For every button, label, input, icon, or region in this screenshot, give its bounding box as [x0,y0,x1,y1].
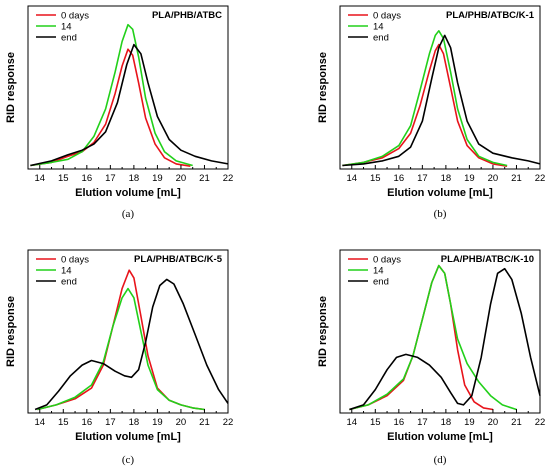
x-tick-label: 22 [535,173,546,184]
legend-label: end [373,33,389,44]
x-tick-label: 14 [34,173,45,184]
series-line-2-2 [34,278,229,411]
legend-label: 0 days [61,255,89,266]
series-line-3-0 [349,264,494,411]
y-axis-label: RID response [5,296,17,367]
legend-label: 0 days [373,255,401,266]
x-tick-label: 22 [223,173,234,184]
plot-frame [27,5,229,170]
x-tick-label: 22 [535,417,546,428]
series-line-1-2 [342,34,541,167]
x-tick-label: 16 [82,173,93,184]
series-line-2-1 [37,287,205,411]
x-tick-label: 17 [417,417,428,428]
legend-label: end [61,277,77,288]
x-tick-label: 14 [346,173,357,184]
panel-caption: (d) [434,454,447,466]
x-tick-label: 15 [58,173,69,184]
y-axis-label: RID response [317,52,329,123]
chart-title: PLA/PHB/ATBC/K-10 [441,254,534,265]
series-line-0-0 [30,48,191,167]
chart-title: PLA/PHB/ATBC/K-1 [446,10,535,21]
legend-label: end [373,277,389,288]
x-tick-label: 22 [223,417,234,428]
y-axis-label: RID response [317,296,329,367]
x-tick-label: 15 [58,417,69,428]
legend-label: 14 [373,266,384,277]
x-axis-label: Elution volume [mL] [75,431,181,443]
plot-frame [339,249,541,414]
x-tick-label: 16 [82,417,93,428]
x-axis-label: Elution volume [mL] [387,187,493,199]
chart-panel-3: 14 15 16 17 18 19 20 21 22 Elution volume [mL] RID… [317,249,546,466]
x-tick-label: 20 [176,417,187,428]
x-tick-label: 20 [488,173,499,184]
x-tick-label: 21 [199,417,210,428]
x-tick-label: 21 [511,417,522,428]
x-tick-label: 15 [370,173,381,184]
x-tick-label: 18 [441,173,452,184]
series-line-0-2 [30,43,229,167]
series-line-1-0 [342,43,508,167]
x-tick-label: 17 [105,173,116,184]
series-line-1-1 [342,30,508,167]
chart-panel-1: 14 15 16 17 18 19 20 21 22 Elution volume [mL] RID… [317,5,546,220]
panel-caption: (a) [122,208,135,220]
x-tick-label: 18 [441,417,452,428]
plot-frame [27,249,229,414]
x-tick-label: 18 [129,417,140,428]
x-tick-label: 19 [464,417,475,428]
chart-panel-0: 14 15 16 17 18 19 20 21 22 Elution volume [mL] RID… [5,5,234,220]
x-tick-label: 16 [394,173,405,184]
x-tick-label: 15 [370,417,381,428]
x-tick-label: 18 [129,173,140,184]
x-tick-label: 17 [105,417,116,428]
x-tick-label: 14 [34,417,45,428]
panel-caption: (b) [434,208,447,220]
x-tick-label: 14 [346,417,357,428]
x-tick-label: 19 [464,173,475,184]
x-tick-label: 21 [199,173,210,184]
legend-label: 14 [61,266,72,277]
chart-title: PLA/PHB/ATBC [152,10,222,21]
chart-title: PLA/PHB/ATBC/K-5 [134,254,223,265]
x-tick-label: 20 [176,173,187,184]
x-tick-label: 17 [417,173,428,184]
x-tick-label: 19 [152,417,163,428]
chart-panel-2: 14 15 16 17 18 19 20 21 22 Elution volume [mL] RID… [5,249,234,466]
x-tick-label: 19 [152,173,163,184]
legend-label: end [61,33,77,44]
x-axis-label: Elution volume [mL] [387,431,493,443]
series-line-3-1 [349,264,517,411]
series-line-2-0 [37,269,205,411]
x-axis-label: Elution volume [mL] [75,187,181,199]
legend-label: 14 [373,22,384,33]
legend-label: 14 [61,22,72,33]
y-axis-label: RID response [5,52,17,123]
series-line-0-1 [30,23,193,167]
plot-frame [339,5,541,170]
series-line-3-2 [349,267,541,411]
x-tick-label: 21 [511,173,522,184]
x-tick-label: 16 [394,417,405,428]
legend-label: 0 days [373,11,401,22]
legend-label: 0 days [61,11,89,22]
x-tick-label: 20 [488,417,499,428]
panel-caption: (c) [122,454,135,466]
